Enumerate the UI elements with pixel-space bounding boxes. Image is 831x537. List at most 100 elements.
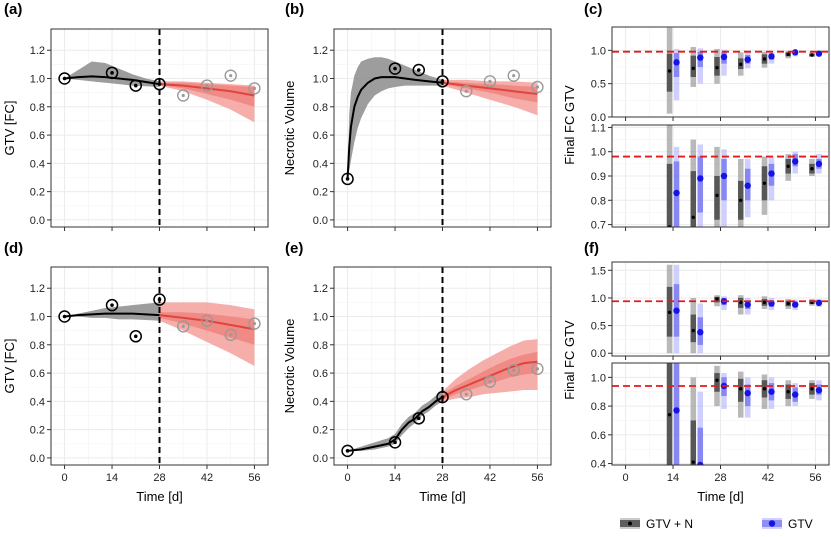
y-tick-label: 1.2 [30,45,45,57]
gtv-n-median-point [715,378,719,382]
gtv-median-point [768,170,775,177]
gtv-n-median-point [762,387,767,391]
ticks: 0 14 28 42 56 0.0 0.2 0.4 0.6 0.8 1.0 1.2 [313,283,544,484]
observed-point-calibration [58,310,71,323]
y-tick-label: 1.0 [591,372,606,384]
gtv-n-median-point [786,301,790,306]
x-axis-label: Time [d] [419,489,465,504]
observed-point-validation [200,314,214,327]
observed-point-calibration-dot [62,314,67,319]
fit-band [347,57,443,179]
y-tick-label: 0.7 [591,220,606,232]
y-tick-label: 0.9 [591,171,606,183]
gtv-median-point [815,387,823,394]
legend-swatch-gtv-dot [768,520,776,527]
observed-point-validation [200,79,214,92]
observed-point-calibration [412,412,426,425]
gtv-n-median-point [810,167,814,171]
y-tick-label: 0.4 [30,158,45,170]
observed-point-calibration [388,62,402,75]
panel-b: 0.0 0.2 0.4 0.6 0.8 1.0 1.2 (b) Necrotic Volume [282,1,552,231]
y-tick-label: 0.6 [313,368,328,380]
panel-c1: 0.0 0.5 1.0 (c) Final FC GTV [562,1,830,165]
gtv-n-median-point [739,62,743,67]
gtv-n-inner-bar [666,163,673,227]
gtv-median-point [697,54,704,61]
observed-point-calibration-dot [416,416,421,421]
y-tick-label: 1.0 [591,293,606,305]
observed-point-validation-dot [252,86,257,90]
plot-content [666,27,823,114]
x-tick-label: 0 [345,472,351,484]
panel-label: (f) [584,240,599,257]
observed-point-validation-dot [512,74,516,78]
observed-point-calibration [388,436,402,449]
observed-point-validation-dot [229,74,233,78]
observed-point-validation-dot [181,324,185,328]
gtv-median-point [744,389,751,397]
observed-point-calibration-dot [416,68,421,72]
y-tick-label: 0.8 [30,340,45,352]
y-tick-label: 1.2 [313,283,328,295]
y-tick-label: 1.1 [591,122,606,134]
gtv-n-median-point [667,413,672,417]
observed-point-validation [224,328,237,342]
observed-point-validation-dot [512,368,516,372]
observed-point-validation-dot [535,85,540,89]
grid [612,262,829,356]
observed-point-calibration [105,66,119,80]
panel-label: (c) [584,1,602,18]
panel-d: 0 14 28 42 56 0.0 0.2 0.4 0.6 0.8 1.0 1.2 (d) GTV [FC… [2,240,269,504]
plot-content [666,264,823,354]
x-tick-label: 14 [667,472,679,484]
y-tick-label: 1.2 [30,283,45,295]
observed-point-calibration [129,79,143,92]
gtv-median-point [744,56,751,63]
observed-point-calibration-dot [157,297,162,302]
gtv-n-median-point [667,69,672,73]
y-axis-label: Final FC GTV [562,85,577,165]
y-tick-label: 0.4 [313,158,328,170]
observed-point-validation [507,364,520,377]
gtv-median-point [673,189,680,197]
gtv-median-point [744,301,751,308]
y-axis-label: GTV [FC] [2,339,17,394]
observed-point-calibration-dot [393,66,397,71]
forecast-line [442,81,538,96]
y-tick-label: 0.8 [591,401,606,413]
gtv-n-inner-bar [690,420,697,465]
observed-point-validation-dot [181,93,185,98]
observed-point-validation [483,375,497,388]
observed-point-validation-dot [464,392,468,396]
x-tick-label: 42 [201,472,213,484]
gtv-inner-bar [697,156,704,213]
ticks: 0 14 28 42 56 0.0 0.2 0.4 0.6 0.8 1.0 1.2 [30,283,261,484]
observed-point-calibration-dot [110,71,114,75]
x-tick-label: 0 [623,472,629,484]
fit-line [64,312,160,318]
observed-point-validation [460,85,473,98]
y-tick-label: 1.0 [313,74,328,86]
fit-line [346,76,443,179]
gtv-n-median-point [667,310,672,315]
gtv-median-point [673,59,680,66]
x-tick-label: 28 [153,472,165,484]
gtv-median-point [673,407,680,414]
gtv-n-median-point [739,198,743,202]
y-tick-label: 0.6 [591,430,606,442]
grid [612,363,829,465]
observed-point-calibration [436,390,449,404]
y-tick-label: 0.8 [313,340,328,352]
y-tick-label: 0.0 [591,112,606,124]
ticks: 0.0 0.5 1.0 [591,45,816,124]
plot-content [346,57,538,179]
gtv-n-inner-bar [714,373,720,392]
observed-point-calibration-dot [110,303,114,307]
y-tick-label: 0.0 [313,215,328,227]
gtv-n-median-point [739,387,743,391]
forecast-line [159,83,255,97]
gtv-median-point [697,461,704,465]
observed-point-validation-dot [535,367,540,371]
gtv-n-median-point [691,215,695,219]
x-axis-label: Time [d] [136,489,182,504]
